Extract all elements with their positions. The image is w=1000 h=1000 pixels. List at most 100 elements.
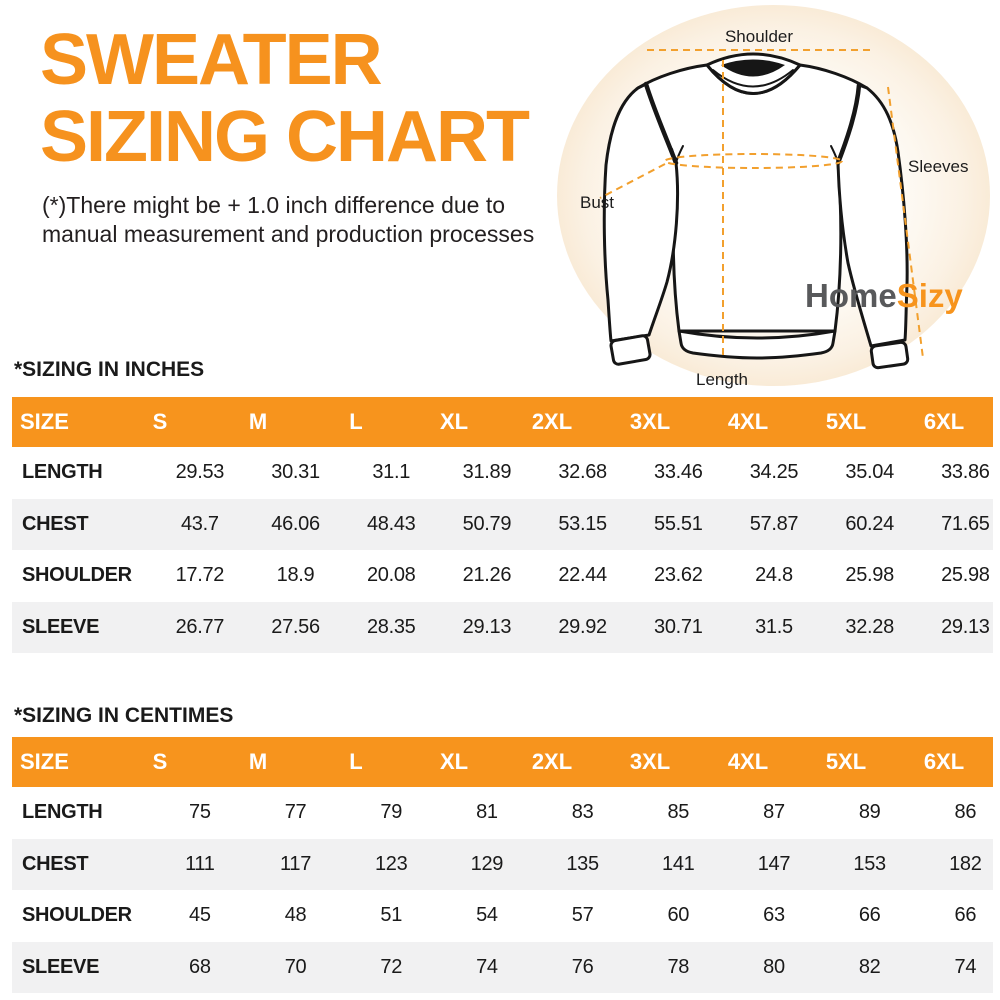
size-value: 34.25: [749, 461, 799, 484]
size-value: 77: [284, 801, 307, 824]
table-row-shoulder: SHOULDER 17.72 18.9 20.08 21.26 22.44 23.62 24.…: [12, 550, 993, 602]
disclaimer-line2: manual measurement and production proces…: [42, 221, 535, 247]
size-value: 27.56: [271, 615, 320, 638]
column-header-s: S: [152, 409, 168, 434]
size-value: 79: [380, 801, 403, 824]
column-header-5xl: 5XL: [825, 749, 867, 774]
inches-table: SIZE S M L XL 2XL 3XL 4XL 5XL 6XL LENGTH 29.53 30.3…: [12, 397, 993, 653]
column-header-s: S: [152, 749, 168, 774]
size-value: 30.31: [271, 461, 320, 484]
collar-opening: [721, 59, 785, 77]
size-value: 18.9: [276, 564, 315, 587]
column-header-6xl: 6XL: [923, 409, 965, 434]
size-value: 25.98: [845, 564, 894, 587]
table-row-shoulder: SHOULDER 45 48 51 54 57 60 63 66 66: [12, 890, 993, 942]
centimes-table-header-row: SIZE S M L XL 2XL 3XL 4XL 5XL 6XL: [12, 737, 993, 787]
size-value: 182: [949, 852, 982, 875]
size-value: 45: [189, 904, 211, 927]
column-header-4xl: 4XL: [727, 749, 769, 774]
table-row-sleeve: SLEEVE 26.77 27.56 28.35 29.13 29.92 30.71 31.5…: [12, 601, 993, 653]
table-row-length: LENGTH 29.53 30.31 31.1 31.89 32.68 33.46 34.25…: [12, 447, 993, 499]
size-value: 80: [763, 955, 785, 978]
size-value: 55.51: [654, 512, 703, 535]
armpit-wrinkle: [675, 145, 684, 164]
sweater-diagram: Shoulder Bust Sleeves Length HomeSizy: [555, 0, 1000, 398]
size-value: 25.98: [941, 564, 990, 587]
size-value: 29.13: [941, 615, 990, 638]
column-header-size: SIZE: [20, 749, 69, 774]
bust-label: Bust: [580, 193, 614, 212]
sleeves-measure-line: [887, 86, 924, 359]
size-value: 60.24: [845, 512, 894, 535]
size-value: 29.13: [462, 615, 512, 638]
size-value: 117: [280, 852, 312, 875]
size-value: 76: [571, 955, 594, 978]
size-value: 17.72: [175, 564, 225, 587]
row-label: SLEEVE: [22, 615, 100, 638]
column-header-size: SIZE: [20, 409, 69, 434]
size-value: 74: [954, 955, 977, 978]
size-value: 74: [476, 955, 498, 978]
column-header-4xl: 4XL: [727, 409, 769, 434]
brand-logo: HomeSizy: [805, 277, 963, 314]
size-value: 123: [374, 852, 408, 875]
size-value: 35.04: [845, 461, 894, 484]
page-title: SWEATER SIZING CHART: [40, 20, 530, 177]
size-value: 57.87: [749, 512, 799, 535]
size-value: 23.62: [654, 564, 703, 587]
size-value: 33.86: [941, 461, 990, 484]
size-value: 89: [858, 801, 881, 824]
column-header-2xl: 2XL: [531, 749, 573, 774]
table-row-chest: CHEST 43.7 46.06 48.43 50.79 53.15 55.51 57.87 6…: [12, 498, 993, 550]
row-label: SLEEVE: [22, 955, 100, 978]
title-line1: SWEATER: [40, 20, 383, 100]
column-header-3xl: 3XL: [629, 749, 671, 774]
size-value: 31.1: [372, 461, 411, 484]
table-row-sleeve: SLEEVE 68 70 72 74 76 78 80 82 74: [12, 941, 993, 993]
row-label: LENGTH: [22, 801, 103, 824]
sweater-illustration: Shoulder Bust Sleeves Length HomeSizy: [580, 27, 969, 389]
size-value: 81: [476, 801, 498, 824]
column-header-l: L: [349, 409, 363, 434]
collar-rib-line: [712, 69, 794, 88]
table-row-length: LENGTH 75 77 79 81 83 85 87 89 86: [12, 787, 993, 839]
row-label: CHEST: [22, 512, 89, 535]
size-value: 50.79: [462, 512, 512, 535]
logo-sizy: Sizy: [897, 277, 964, 314]
size-value: 29.92: [558, 615, 607, 638]
column-header-5xl: 5XL: [825, 409, 867, 434]
centimes-table-heading: *SIZING IN CENTIMES: [14, 704, 234, 727]
size-value: 147: [757, 852, 791, 875]
size-value: 78: [667, 955, 690, 978]
size-value: 31.89: [462, 461, 512, 484]
size-value: 33.46: [654, 461, 703, 484]
size-value: 57: [571, 904, 594, 927]
size-value: 129: [470, 852, 504, 875]
size-value: 21.26: [462, 564, 512, 587]
size-value: 75: [189, 801, 211, 824]
column-header-2xl: 2XL: [531, 409, 573, 434]
size-value: 48: [284, 904, 307, 927]
size-value: 135: [566, 852, 599, 875]
bust-measure-pointer: [599, 163, 666, 199]
sleeves-label: Sleeves: [908, 157, 968, 176]
size-value: 86: [954, 801, 977, 824]
column-header-xl: XL: [439, 409, 469, 434]
size-value: 141: [662, 852, 695, 875]
disclaimer-text: (*)There might be + 1.0 inch difference …: [42, 191, 534, 249]
size-value: 66: [858, 904, 881, 927]
inches-table-header-row: SIZE S M L XL 2XL 3XL 4XL 5XL 6XL: [12, 397, 993, 447]
size-value: 20.08: [366, 564, 416, 587]
size-value: 111: [185, 852, 215, 875]
size-value: 85: [667, 801, 690, 824]
size-value: 28.35: [366, 615, 416, 638]
size-value: 46.06: [271, 512, 320, 535]
size-value: 24.8: [755, 564, 793, 587]
disclaimer-line1: (*)There might be + 1.0 inch difference …: [42, 192, 506, 218]
size-value: 54: [476, 904, 498, 927]
title-line2: SIZING CHART: [40, 97, 530, 177]
size-value: 72: [380, 955, 403, 978]
row-label: SHOULDER: [22, 904, 132, 927]
size-value: 153: [853, 852, 886, 875]
sweater-hem-band: [677, 329, 837, 360]
